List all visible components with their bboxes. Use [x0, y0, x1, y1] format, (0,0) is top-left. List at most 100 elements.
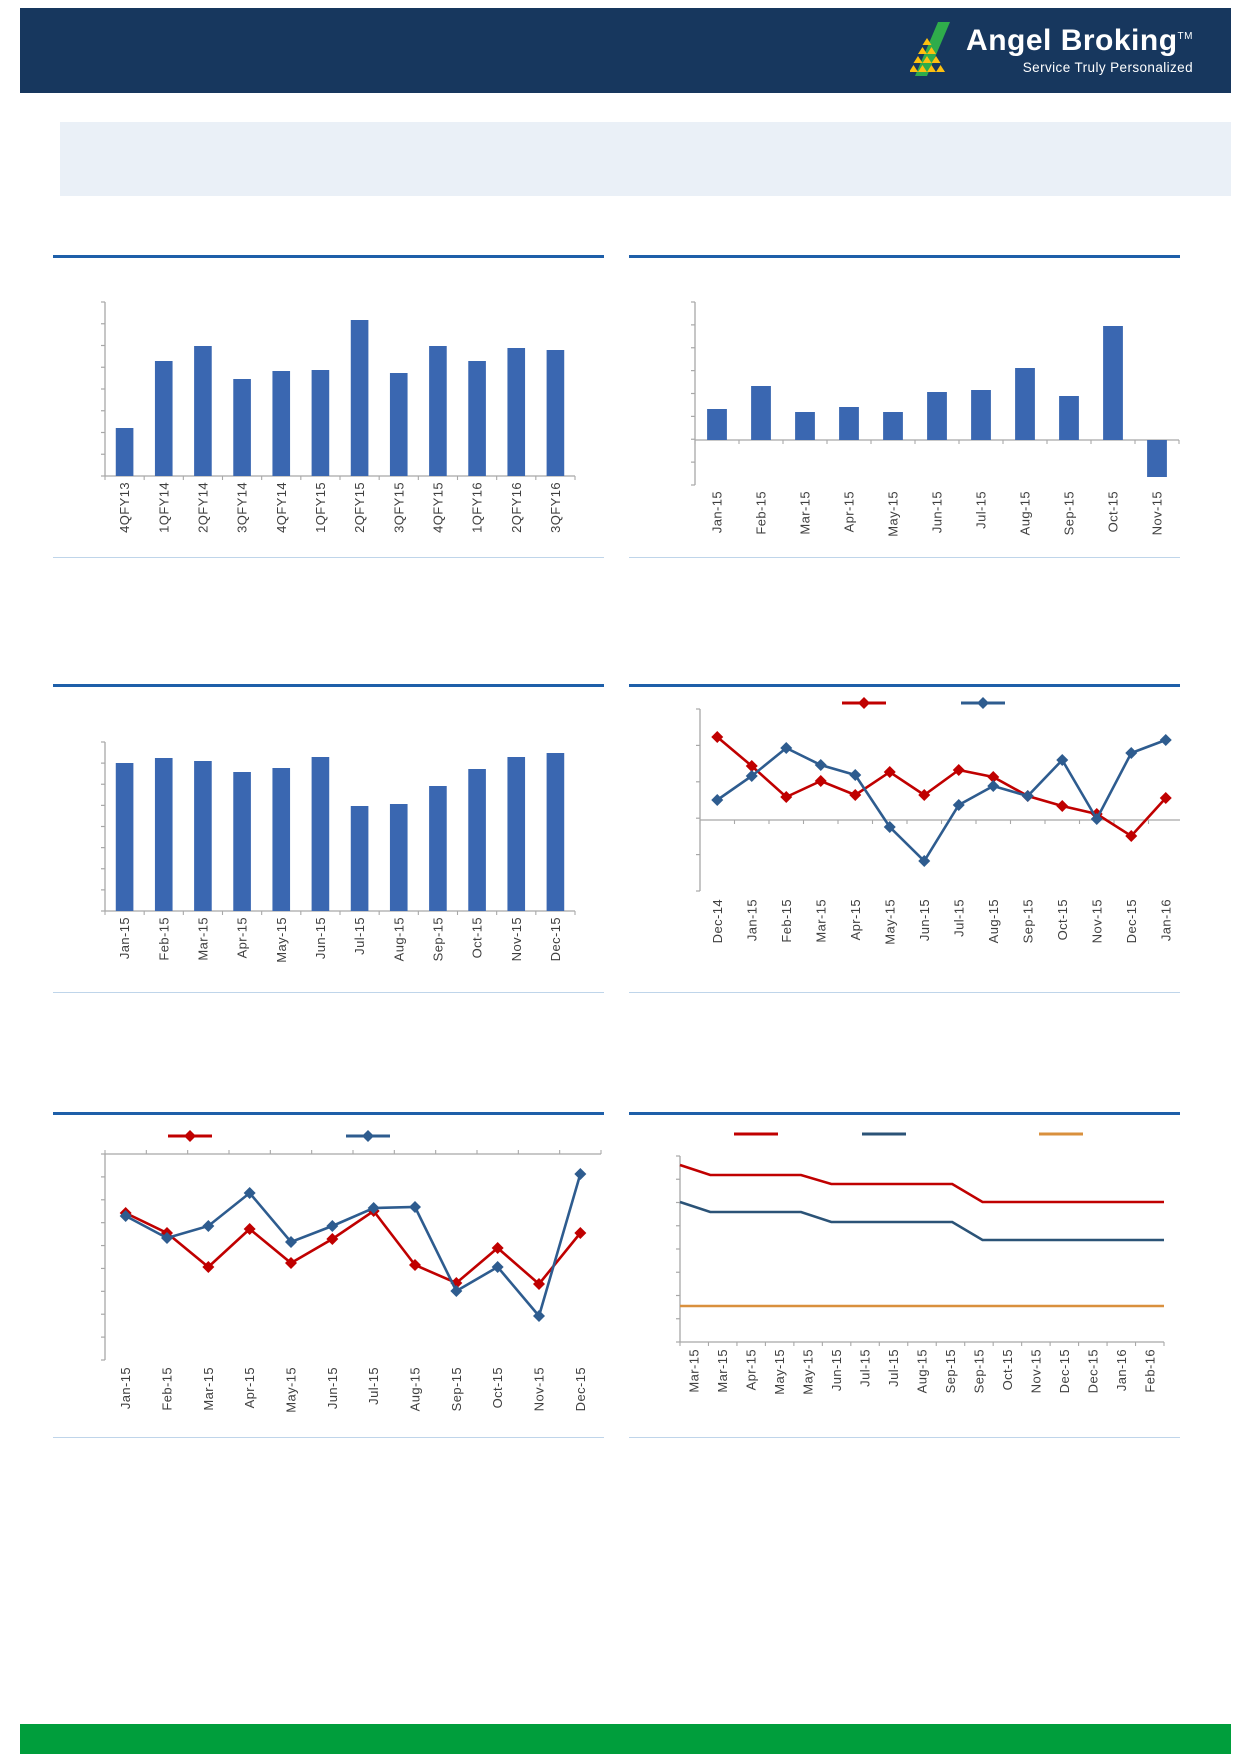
data-point-series-blue	[1159, 734, 1172, 746]
bar	[233, 379, 251, 476]
data-point-series-blue	[202, 1220, 215, 1232]
x-axis-label: Jan-15	[744, 899, 759, 941]
data-point-series-blue	[952, 799, 965, 811]
bar	[839, 407, 859, 440]
title-banner	[60, 122, 1231, 196]
bar	[272, 371, 291, 476]
x-axis-label: Dec-15	[1057, 1349, 1072, 1393]
x-axis-label: Dec-15	[573, 1367, 588, 1411]
data-point-series-red	[202, 1261, 215, 1273]
bar	[468, 769, 486, 911]
data-point-series-blue	[1125, 747, 1138, 759]
x-axis-label: May-15	[886, 491, 901, 537]
x-axis-label: Jun-15	[325, 1367, 340, 1409]
chart-section-two-line-momentum: Dec-14 Jan-15 Feb-15 Mar-15 Apr-15 May-15 Jun-…	[629, 684, 1180, 993]
x-axis-label: Jul-15	[974, 491, 989, 529]
bar	[1015, 368, 1035, 440]
x-axis-label: Jun-15	[917, 899, 932, 941]
x-axis-label: May-15	[274, 917, 289, 963]
x-axis-label: Aug-15	[391, 917, 406, 961]
x-axis-label: Apr-15	[842, 491, 857, 532]
series-line-series-red	[716, 736, 1167, 838]
x-axis-label: Dec-15	[548, 917, 563, 961]
logo-text: Angel BrokingTM Service Truly Personaliz…	[966, 20, 1193, 75]
logo-pyramid	[910, 38, 946, 72]
data-point-series-blue	[119, 1210, 132, 1222]
x-axis-label: 3QFY14	[235, 482, 250, 533]
data-point-series-red	[814, 775, 827, 787]
data-point-series-red	[918, 789, 931, 801]
data-point-series-red	[883, 766, 896, 778]
x-axis-label: 2QFY16	[509, 482, 524, 533]
data-point-series-blue	[533, 1310, 545, 1322]
series-line-series-red	[125, 1209, 582, 1286]
x-axis-label: Sep-15	[1020, 899, 1035, 943]
data-point-series-red	[780, 791, 793, 803]
x-axis-label: Sep-15	[1062, 491, 1077, 535]
trademark-symbol: TM	[1177, 31, 1193, 42]
x-axis-label: 3QFY15	[391, 482, 406, 533]
brand-name: Angel BrokingTM	[966, 24, 1193, 57]
data-point-series-blue	[243, 1187, 256, 1199]
data-point-series-blue	[987, 780, 1000, 792]
momentum-line-chart: Dec-14 Jan-15 Feb-15 Mar-15 Apr-15 May-15 Jun-…	[696, 697, 1180, 945]
chart-section-step-lines: Mar-15 Mar-15 Apr-15 May-15 May-15 Jun-15 Jul-…	[629, 1112, 1180, 1438]
data-point-series-red	[574, 1227, 587, 1239]
series-line-series-navy	[679, 1200, 1164, 1242]
bar	[272, 768, 291, 911]
data-point-series-blue	[450, 1285, 463, 1297]
x-axis-label: 2QFY14	[195, 482, 210, 533]
data-point-series-blue	[409, 1201, 421, 1213]
x-axis-label: Aug-15	[915, 1349, 930, 1393]
x-axis-label: Mar-15	[798, 491, 813, 535]
chart-section-two-line-negative: Jan-15 Feb-15 Mar-15 Apr-15 May-15 Jun-15 Jul-…	[53, 1112, 604, 1438]
data-point-series-blue	[883, 821, 896, 833]
x-axis-label: Jul-15	[858, 1349, 873, 1387]
bar	[507, 757, 526, 911]
data-point-series-blue	[918, 855, 931, 867]
x-axis-label: Jun-15	[930, 491, 945, 533]
x-axis-label: Mar-15	[687, 1349, 702, 1393]
x-axis-label: Oct-15	[1000, 1349, 1015, 1390]
bar	[1147, 440, 1167, 477]
x-axis-label: May-15	[284, 1367, 299, 1413]
x-axis-label: Aug-15	[1018, 491, 1033, 535]
x-axis-label: May-15	[882, 899, 897, 945]
x-axis-label: Feb-15	[754, 491, 769, 535]
x-axis-label: Oct-15	[1055, 899, 1070, 940]
bar	[311, 757, 330, 911]
x-axis-label: 4QFY15	[430, 482, 445, 533]
data-point-series-red	[491, 1242, 504, 1254]
x-axis-label: Nov-15	[509, 917, 524, 961]
data-point-series-blue	[161, 1232, 173, 1244]
bar	[795, 412, 815, 440]
bar	[1059, 396, 1079, 440]
x-axis-label: Mar-15	[201, 1367, 216, 1411]
bar	[927, 392, 947, 440]
legend-marker-series-red	[858, 697, 870, 709]
legend-marker-series-red	[184, 1130, 196, 1142]
bar	[389, 804, 408, 911]
data-point-series-blue	[326, 1220, 339, 1232]
bar	[115, 763, 134, 911]
series-line-series-blue	[716, 738, 1167, 864]
x-axis-label: Jan-15	[118, 1367, 133, 1409]
logo-mark-icon	[910, 22, 951, 76]
x-axis-label: Mar-15	[813, 899, 828, 943]
data-point-series-red	[711, 731, 724, 743]
angel-broking-logo: Angel BrokingTM Service Truly Personaliz…	[910, 20, 1193, 78]
bar	[1103, 326, 1123, 440]
brand-tagline: Service Truly Personalized	[1022, 60, 1193, 75]
data-point-series-blue	[780, 742, 793, 754]
bar	[707, 409, 727, 440]
legend-marker-series-blue	[362, 1130, 374, 1142]
data-point-series-blue	[849, 769, 862, 781]
x-axis-label: Jul-15	[366, 1367, 381, 1405]
data-point-series-red	[1056, 800, 1069, 812]
legend-marker-series-blue	[977, 697, 989, 709]
data-point-series-red	[849, 789, 862, 801]
x-axis-label: Feb-15	[779, 899, 794, 943]
bar	[751, 386, 771, 440]
negative-line-chart: Jan-15 Feb-15 Mar-15 Apr-15 May-15 Jun-15 Jul-…	[101, 1130, 602, 1413]
